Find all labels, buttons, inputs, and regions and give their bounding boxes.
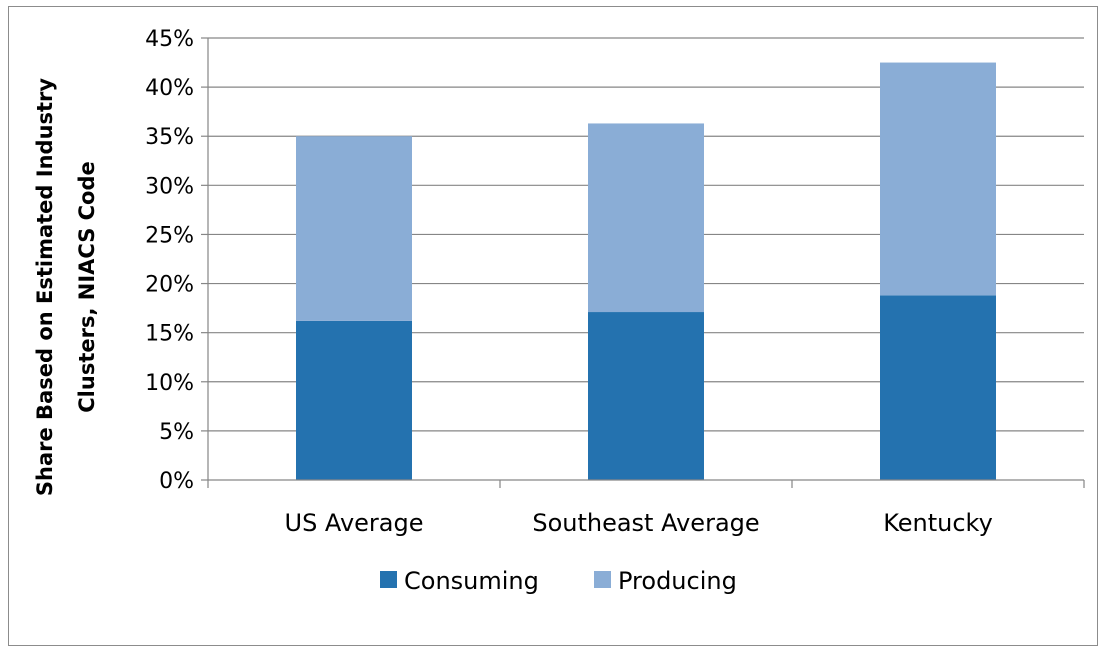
y-axis-title-line-2: Clusters, NIACS Code xyxy=(75,161,99,412)
legend-label-producing: Producing xyxy=(618,567,737,595)
x-category-label: US Average xyxy=(285,509,424,537)
stacked-bar-chart: 0% 5% 10% 15% 20% 25% 30% 35% 40% 45% US Average S… xyxy=(33,27,1085,595)
y-tick-label: 10% xyxy=(145,371,194,396)
bar-consuming-southeast-average xyxy=(588,312,704,480)
y-tick-label: 5% xyxy=(159,420,194,445)
y-tick-labels: 0% 5% 10% 15% 20% 25% 30% 35% 40% 45% xyxy=(145,27,194,494)
x-category-label: Southeast Average xyxy=(532,509,759,537)
bar-producing-us-average xyxy=(296,136,412,321)
legend-swatch-consuming xyxy=(380,571,397,588)
y-tick-label: 0% xyxy=(159,469,194,494)
y-tick-label: 25% xyxy=(145,223,194,248)
x-category-label: Kentucky xyxy=(883,509,993,537)
bars xyxy=(296,62,996,480)
y-tick-label: 20% xyxy=(145,273,194,298)
y-tick-label: 15% xyxy=(145,322,194,347)
bar-consuming-kentucky xyxy=(880,295,996,480)
legend-label-consuming: Consuming xyxy=(404,567,539,595)
x-axis xyxy=(207,479,1085,488)
y-tick-label: 30% xyxy=(145,174,194,199)
y-tick-label: 40% xyxy=(145,76,194,101)
bar-consuming-us-average xyxy=(296,320,412,480)
y-tick-label: 35% xyxy=(145,125,194,150)
y-axis-title: Share Based on Estimated Industry Cluste… xyxy=(33,78,99,497)
y-tick-label: 45% xyxy=(145,27,194,52)
bar-producing-southeast-average xyxy=(588,123,704,313)
y-axis-title-line-1: Share Based on Estimated Industry xyxy=(33,78,57,497)
category-labels: US Average Southeast Average Kentucky xyxy=(285,509,993,537)
legend: Consuming Producing xyxy=(380,567,737,595)
bar-producing-kentucky xyxy=(880,62,996,296)
legend-swatch-producing xyxy=(594,571,611,588)
